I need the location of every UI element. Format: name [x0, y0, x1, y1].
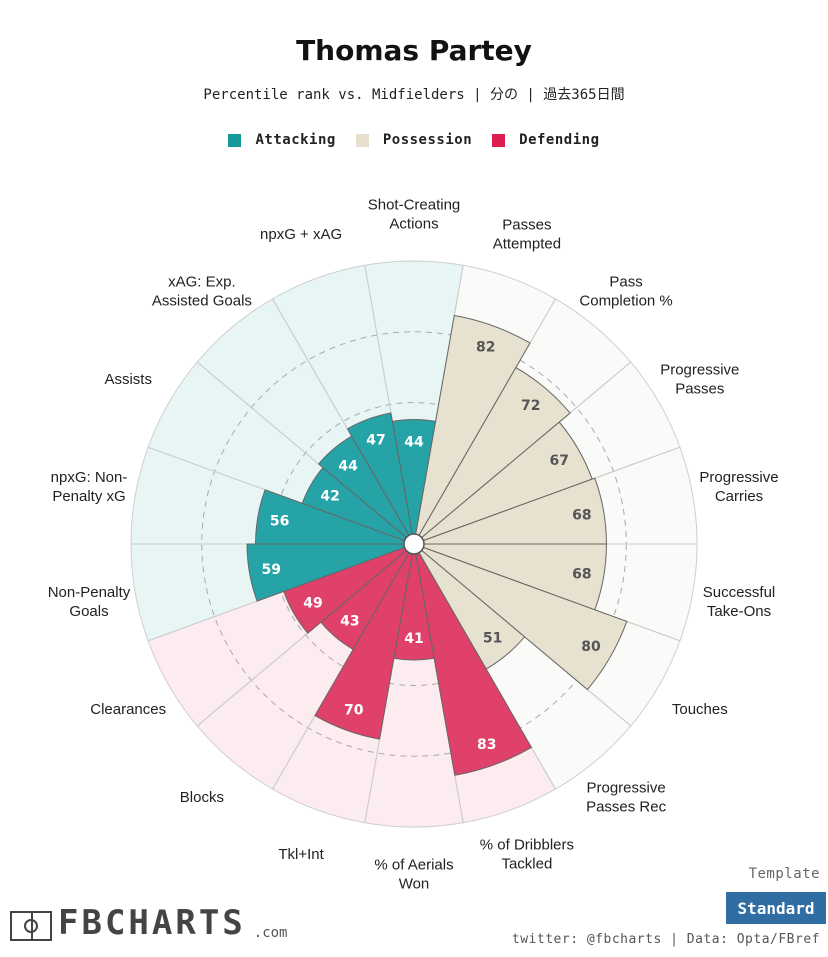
- bar-of-dribblers-tackled: [413, 543, 533, 776]
- value-label: 44: [338, 459, 358, 475]
- metric-label: Passes Attempted: [493, 216, 561, 252]
- bar-non-penalty-goals: [246, 543, 415, 602]
- legend-swatch-defending: [492, 133, 506, 147]
- fbcharts-logo: FBCHARTS .com: [10, 905, 287, 941]
- legend-label-defending: Defending: [519, 132, 600, 148]
- bar-pass-completion: [413, 366, 571, 545]
- legend: Attacking Possession Defending: [0, 132, 828, 148]
- bar-tkl-int: [314, 543, 415, 740]
- center-dot: [403, 533, 425, 555]
- legend-label-attacking: Attacking: [255, 132, 336, 148]
- logo-suffix: .com: [253, 925, 288, 941]
- value-label: 41: [404, 631, 423, 647]
- value-label: 82: [476, 340, 495, 356]
- value-label: 67: [549, 453, 568, 469]
- template-label: Template: [748, 866, 820, 882]
- value-label: 68: [572, 507, 591, 523]
- metric-label: xAG: Exp. Assisted Goals: [152, 274, 252, 310]
- metric-label: Progressive Passes Rec: [586, 779, 667, 815]
- value-label: 43: [340, 613, 359, 629]
- value-label: 59: [261, 562, 280, 578]
- chart-subtitle: Percentile rank vs. Midfielders | 分の | 過…: [203, 87, 625, 103]
- value-label: 51: [483, 631, 502, 647]
- metric-label: Tkl+Int: [278, 846, 324, 863]
- legend-swatch-possession: [355, 133, 369, 147]
- metric-label: Non-Penalty Goals: [48, 584, 131, 620]
- metric-label: Progressive Passes: [660, 362, 739, 398]
- value-label: 56: [270, 513, 289, 529]
- metric-label: Successful Take-Ons: [703, 584, 776, 620]
- legend-item-attacking: Attacking: [228, 132, 335, 148]
- bar-touches: [413, 543, 628, 691]
- bar-npxg-xag: [346, 412, 415, 545]
- metric-label: Progressive Carries: [699, 469, 778, 505]
- metric-label: Clearances: [90, 701, 166, 718]
- pitch-icon: [10, 911, 52, 941]
- template-standard-button[interactable]: Standard: [726, 892, 826, 924]
- bar-npxg-non-penalty-xg: [255, 489, 415, 545]
- metric-label: % of Aerials Won: [374, 857, 453, 893]
- value-label: 49: [303, 595, 322, 611]
- metric-label: Blocks: [180, 789, 224, 806]
- metric-label: Assists: [104, 371, 152, 388]
- legend-swatch-attacking: [228, 133, 242, 147]
- legend-item-possession: Possession: [355, 132, 473, 148]
- metric-label: npxG + xAG: [260, 226, 342, 243]
- metric-label: Shot-Creating Actions: [368, 197, 461, 233]
- value-bars: [246, 314, 628, 776]
- value-label: 47: [366, 433, 385, 449]
- metric-label: % of Dribblers Tackled: [480, 837, 574, 873]
- value-label: 68: [572, 567, 591, 583]
- metric-label: npxG: Non-Penalty xG: [51, 469, 128, 505]
- value-label: 80: [581, 639, 601, 655]
- legend-item-defending: Defending: [492, 132, 599, 148]
- bar-passes-attempted: [413, 314, 531, 545]
- metric-labels: Shot-Creating Actions Passes Attempted Pass C…: [48, 197, 779, 893]
- value-label: 42: [320, 489, 339, 505]
- metric-label: Pass Completion %: [579, 274, 672, 310]
- chart-title: Thomas Partey: [296, 34, 532, 67]
- value-label: 70: [344, 703, 364, 719]
- logo-text: FBCHARTS: [58, 903, 246, 943]
- value-label: 72: [521, 398, 540, 414]
- legend-label-possession: Possession: [382, 132, 473, 148]
- credit-text: twitter: @fbcharts | Data: Opta/FBref: [511, 932, 820, 947]
- value-labels: 44 82 72 67 68 68 80 51 83 41 70 43 49 59 56 42 44 47: [261, 340, 601, 753]
- metric-label: Touches: [672, 701, 728, 718]
- value-label: 44: [404, 435, 424, 451]
- value-label: 83: [477, 737, 496, 753]
